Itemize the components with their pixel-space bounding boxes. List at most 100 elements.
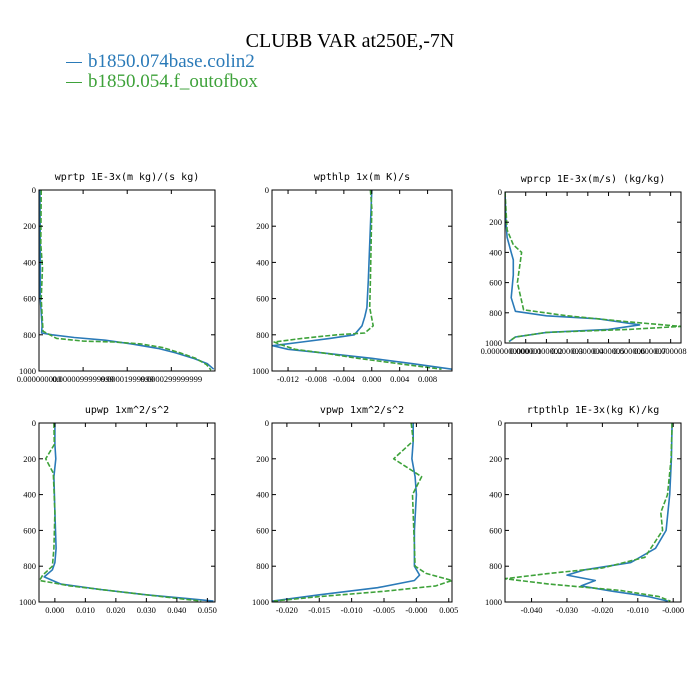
x-tick-label: 0.040 xyxy=(167,605,186,615)
x-tick-label: 0.000 xyxy=(362,374,381,384)
x-tick-label: 0.000 xyxy=(45,605,64,615)
series-line-outofbox xyxy=(39,190,212,371)
legend-label-base: b1850.074base.colin2 xyxy=(88,51,255,72)
y-tick-label: 200 xyxy=(489,217,502,227)
page-title: CLUBB VAR at250E,-7N xyxy=(245,30,455,52)
y-tick-label: 200 xyxy=(256,454,269,464)
y-tick-label: 600 xyxy=(256,525,269,535)
y-tick-label: 600 xyxy=(23,294,36,304)
panel-title: wprtp 1E-3x(m kg)/(s kg) xyxy=(55,172,200,183)
series-line-base xyxy=(272,190,452,370)
x-tick-label: 0.000003 xyxy=(551,346,583,356)
x-tick-label: -0.004 xyxy=(333,374,356,384)
x-tick-label: 0.000001 xyxy=(510,346,542,356)
y-tick-label: 400 xyxy=(489,490,502,500)
panel-1: wpthlp 1x(m K)/s02004006008001000-0.012-… xyxy=(252,172,453,384)
y-tick-label: 1000 xyxy=(252,597,269,607)
x-tick-label: 0.000005 xyxy=(593,346,625,356)
legend: b1850.074base.colin2 b1850.054.f_outofbo… xyxy=(66,52,258,92)
y-tick-label: 400 xyxy=(256,490,269,500)
series-line-outofbox xyxy=(505,423,673,602)
x-tick-label: 0.00001999999 xyxy=(101,374,154,384)
series-line-base xyxy=(566,423,673,602)
series-line-outofbox xyxy=(39,423,202,602)
series-line-base xyxy=(43,423,214,602)
panel-2: wprcp 1E-3x(m/s) (kg/kg) 0 200 400 600 800 100… xyxy=(481,174,687,356)
x-tick-label: 0.000004 xyxy=(572,346,605,356)
y-tick-label: 800 xyxy=(489,308,502,318)
panel-0: wprtp 1E-3x(m kg)/(s kg) 0 200 400 600 800 100… xyxy=(17,172,216,384)
y-tick-label: 400 xyxy=(256,257,269,267)
panel-title: upwp 1xm^2/s^2 xyxy=(85,405,169,416)
y-tick-label: 1000 xyxy=(485,597,502,607)
x-tick-label: -0.030 xyxy=(556,605,578,615)
y-tick-label: 0 xyxy=(265,418,269,428)
x-tick-label: 0.008 xyxy=(418,374,437,384)
x-tick-label: -0.005 xyxy=(373,605,395,615)
y-tick-label: 400 xyxy=(489,247,502,257)
y-tick-label: 1000 xyxy=(19,597,36,607)
x-tick-label: 0.020 xyxy=(106,605,125,615)
x-tick-label: -0.015 xyxy=(308,605,330,615)
plot-frame xyxy=(504,191,682,344)
y-tick-label: 400 xyxy=(23,257,36,267)
y-tick-label: 600 xyxy=(256,294,269,304)
y-tick-label: 800 xyxy=(256,330,269,340)
y-tick-label: 600 xyxy=(489,278,502,288)
legend-item-outofbox: b1850.054.f_outofbox xyxy=(66,72,258,92)
x-tick-label: 0.000002 xyxy=(530,346,562,356)
x-tick-label: -0.020 xyxy=(276,605,298,615)
x-tick-label: 0.000007 xyxy=(634,346,666,356)
y-tick-label: 800 xyxy=(489,561,502,571)
series-line-base xyxy=(39,190,215,370)
y-tick-label: 0 xyxy=(498,187,502,197)
panel-title: wpthlp 1x(m K)/s xyxy=(314,172,410,183)
series-line-base xyxy=(505,192,641,343)
y-tick-label: 1000 xyxy=(252,366,269,376)
x-tick-label: 0.0000299999999 xyxy=(141,374,203,384)
plot-frame xyxy=(271,189,453,372)
x-tick-label: -0.000 xyxy=(662,605,684,615)
x-tick-label: 0.000000000 xyxy=(17,374,62,384)
legend-label-outofbox: b1850.054.f_outofbox xyxy=(88,71,258,92)
x-tick-label: 0.005 xyxy=(439,605,458,615)
legend-swatch-outofbox xyxy=(66,81,82,83)
plot-frame xyxy=(504,422,682,603)
x-tick-label: 0.010 xyxy=(76,605,95,615)
x-tick-label: -0.008 xyxy=(305,374,327,384)
x-tick-label: 0.004 xyxy=(390,374,410,384)
legend-swatch-base xyxy=(66,61,82,63)
panel-3: upwp 1xm^2/s^2 0 200 400 600 800 1000 0.000 0.01… xyxy=(19,405,217,615)
y-tick-label: 0 xyxy=(498,418,502,428)
y-tick-label: 200 xyxy=(256,221,269,231)
y-tick-label: 800 xyxy=(23,561,36,571)
y-tick-label: 200 xyxy=(23,454,36,464)
y-tick-label: 400 xyxy=(23,490,36,500)
x-tick-label: -0.012 xyxy=(277,374,299,384)
panel-4: vpwp 1xm^2/s^2 0 200 400 600 800 1000 -0.020 -0.… xyxy=(252,405,458,615)
panel-title: vpwp 1xm^2/s^2 xyxy=(320,405,404,416)
series-line-outofbox xyxy=(505,192,681,343)
x-tick-label: -0.040 xyxy=(521,605,543,615)
x-tick-label: -0.000 xyxy=(405,605,427,615)
plot-frame xyxy=(38,422,216,603)
y-tick-label: 200 xyxy=(23,221,36,231)
y-tick-label: 0 xyxy=(32,418,36,428)
panel-5: rtpthlp 1E-3x(kg K)/kg 0 200 400 600 800 1000 -… xyxy=(485,405,684,615)
plot-frame xyxy=(271,422,453,603)
series-line-outofbox xyxy=(273,423,452,602)
legend-item-base: b1850.074base.colin2 xyxy=(66,52,258,72)
y-tick-label: 1000 xyxy=(19,366,36,376)
y-tick-label: 0 xyxy=(265,185,269,195)
x-tick-label: 0.0000000000 xyxy=(481,346,530,356)
y-tick-label: 600 xyxy=(489,525,502,535)
y-tick-label: 600 xyxy=(23,525,36,535)
x-tick-label: 0.000008 xyxy=(655,346,687,356)
y-tick-label: 800 xyxy=(256,561,269,571)
y-tick-label: 200 xyxy=(489,454,502,464)
x-tick-label: 0.030 xyxy=(137,605,156,615)
panel-title: rtpthlp 1E-3x(kg K)/kg xyxy=(527,405,659,416)
x-tick-label: 0.000006 xyxy=(613,346,645,356)
